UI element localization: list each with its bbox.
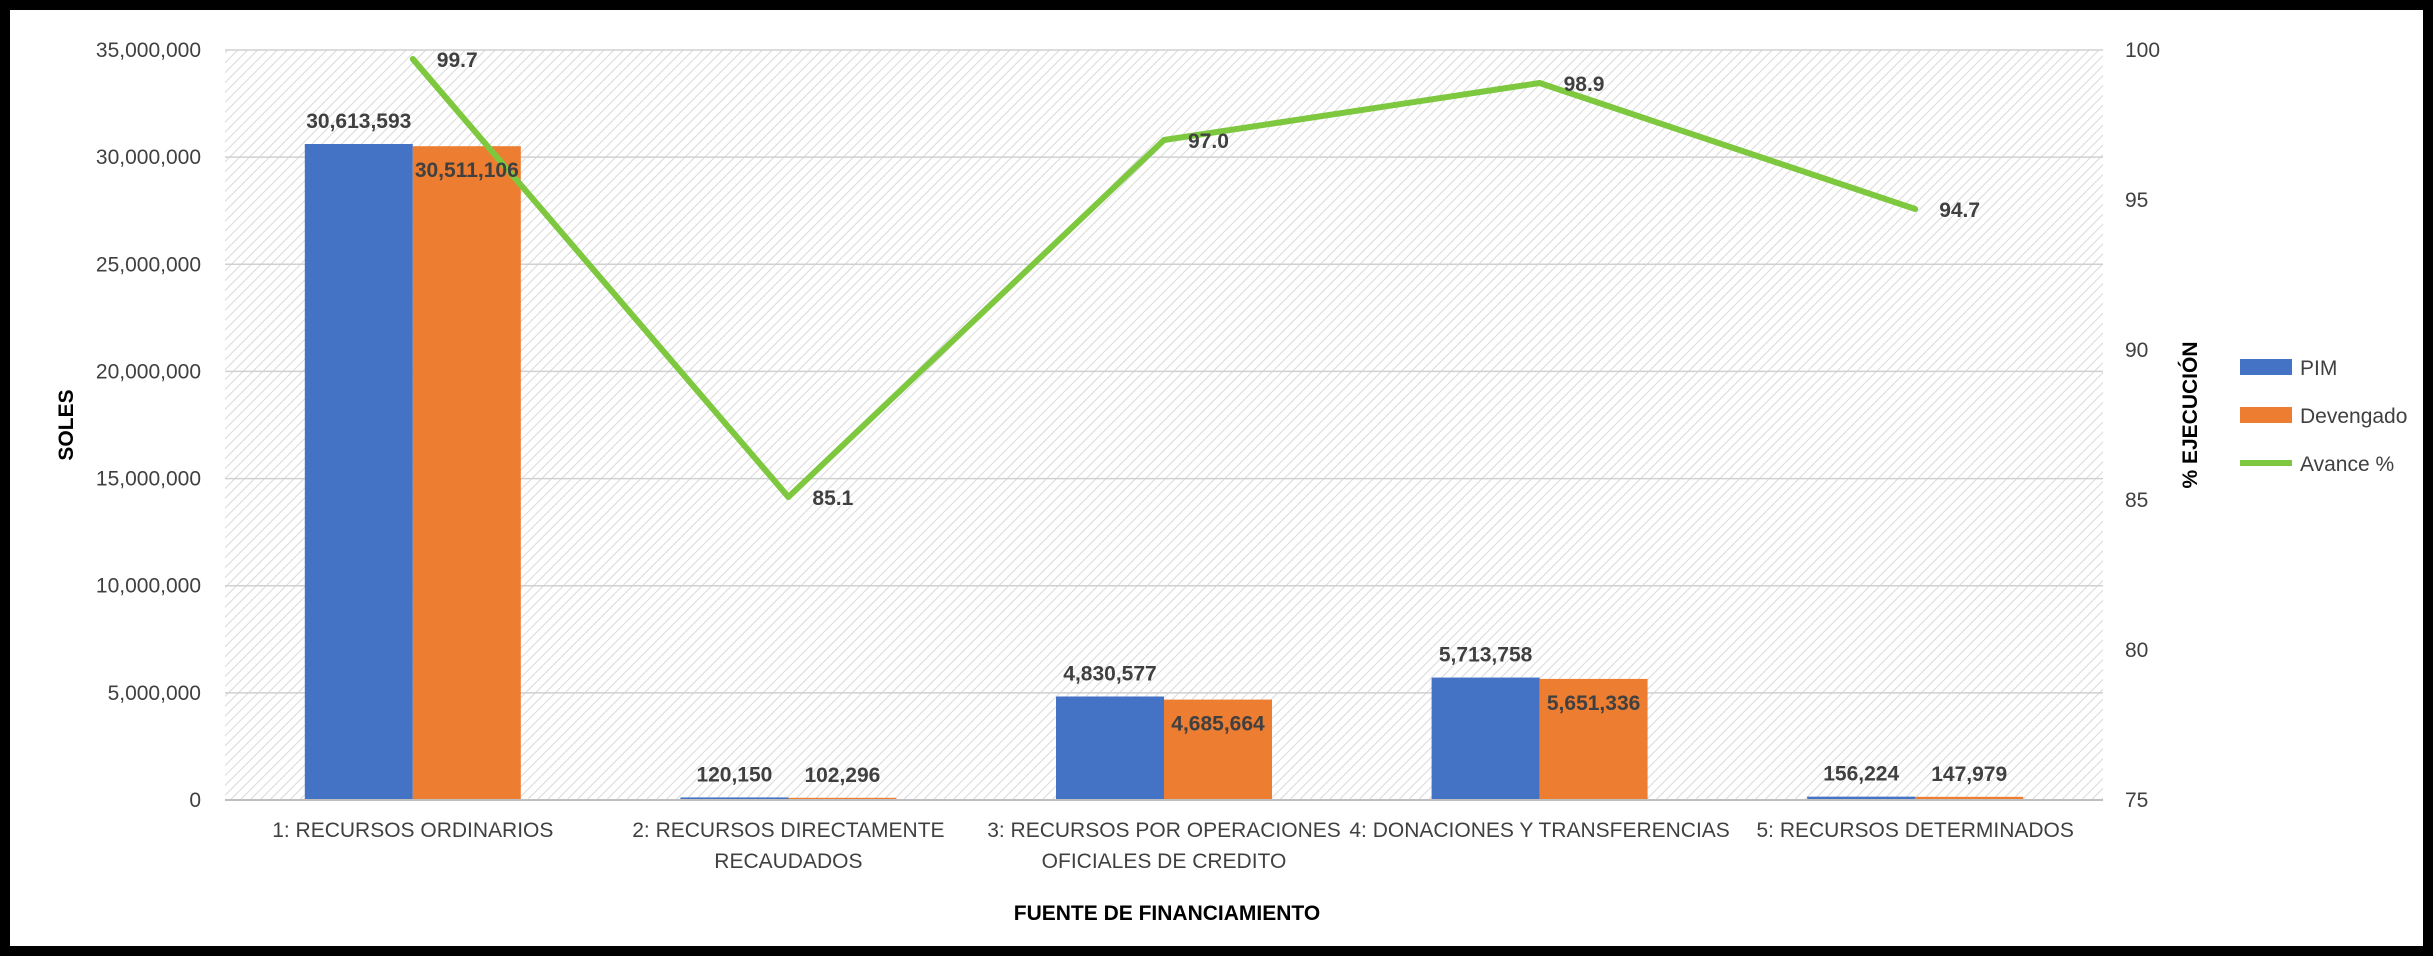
data-label-pim: 4,830,577 bbox=[1063, 662, 1156, 685]
legend-swatch-pim bbox=[2240, 359, 2292, 375]
bar-pim bbox=[1807, 796, 1916, 800]
legend-label: Avance % bbox=[2300, 453, 2394, 476]
x-tick-label: 3: RECURSOS POR OPERACIONES bbox=[987, 819, 1341, 842]
data-label-devengado: 4,685,664 bbox=[1171, 713, 1265, 736]
y-tick-label: 5,000,000 bbox=[108, 682, 201, 705]
x-axis-title: FUENTE DE FINANCIAMIENTO bbox=[1014, 902, 1320, 925]
bar-devengado bbox=[1539, 678, 1648, 800]
y-tick-label: 25,000,000 bbox=[96, 253, 201, 276]
data-label-devengado: 102,296 bbox=[804, 764, 880, 787]
avance-point bbox=[1161, 137, 1167, 143]
y-tick-label: 15,000,000 bbox=[96, 468, 201, 491]
x-tick-label: 1: RECURSOS ORDINARIOS bbox=[272, 819, 553, 842]
avance-line bbox=[409, 56, 1919, 500]
data-label-pim: 30,613,593 bbox=[306, 110, 411, 133]
data-label-avance: 98.9 bbox=[1564, 73, 1605, 96]
x-tick-label: RECAUDADOS bbox=[714, 850, 862, 873]
bars bbox=[304, 143, 2024, 801]
data-label-pim: 120,150 bbox=[696, 763, 772, 786]
legend: PIM Devengado Avance % bbox=[2240, 357, 2407, 476]
bar-devengado bbox=[1915, 796, 2024, 800]
y2-axis-title: % EJECUCIÓN bbox=[2178, 341, 2202, 488]
bar-pim bbox=[1056, 696, 1164, 800]
data-label-avance: 85.1 bbox=[812, 487, 853, 510]
legend-label: PIM bbox=[2300, 357, 2337, 380]
avance-point bbox=[409, 56, 416, 62]
data-label-devengado: 147,979 bbox=[1931, 763, 2007, 786]
legend-label: Devengado bbox=[2300, 405, 2407, 428]
y-tick-label: 30,000,000 bbox=[96, 146, 201, 169]
x-tick-label: 4: DONACIONES Y TRANSFERENCIAS bbox=[1349, 819, 1729, 842]
x-tick-label: 2: RECURSOS DIRECTAMENTE bbox=[632, 819, 944, 842]
gridlines bbox=[225, 49, 2103, 694]
y-tick-label: 20,000,000 bbox=[96, 360, 201, 383]
axes: 0 5,000,000 10,000,000 15,000,000 20,000,000… bbox=[96, 39, 2160, 873]
bar-pim bbox=[1431, 677, 1540, 800]
y2-tick-label: 75 bbox=[2125, 789, 2148, 812]
avance-point bbox=[785, 494, 792, 500]
avance-point bbox=[1536, 80, 1543, 86]
bar-pim bbox=[304, 143, 413, 800]
y-tick-label: 35,000,000 bbox=[96, 39, 201, 62]
data-label-pim: 156,224 bbox=[1823, 763, 1899, 786]
y2-tick-label: 90 bbox=[2125, 339, 2148, 362]
plot-area bbox=[225, 50, 2103, 800]
y2-tick-label: 80 bbox=[2125, 639, 2148, 662]
data-label-avance: 99.7 bbox=[437, 49, 478, 72]
bar-devengado bbox=[1164, 699, 1272, 800]
data-label-pim: 5,713,758 bbox=[1439, 644, 1533, 667]
data-labels: 30,613,593 120,150 4,830,577 5,713,758 156,2… bbox=[306, 49, 2007, 787]
x-tick-label: 5: RECURSOS DETERMINADOS bbox=[1757, 819, 2074, 842]
data-label-avance: 97.0 bbox=[1188, 130, 1229, 153]
bar-pim bbox=[680, 797, 789, 800]
avance-point bbox=[1912, 206, 1919, 212]
bar-devengado bbox=[788, 797, 897, 800]
legend-swatch-devengado bbox=[2240, 407, 2292, 423]
y2-tick-label: 100 bbox=[2125, 39, 2160, 62]
y2-tick-label: 85 bbox=[2125, 489, 2148, 512]
x-tick-label: OFICIALES DE CREDITO bbox=[1042, 850, 1287, 873]
data-label-avance: 94.7 bbox=[1939, 199, 1980, 222]
bar-devengado bbox=[412, 146, 521, 801]
data-label-devengado: 30,511,106 bbox=[415, 159, 519, 182]
y-tick-label: 0 bbox=[189, 789, 201, 812]
y-tick-label: 10,000,000 bbox=[96, 575, 201, 598]
y2-tick-label: 95 bbox=[2125, 189, 2148, 212]
data-label-devengado: 5,651,336 bbox=[1547, 692, 1640, 715]
y-axis-title: SOLES bbox=[55, 389, 78, 460]
